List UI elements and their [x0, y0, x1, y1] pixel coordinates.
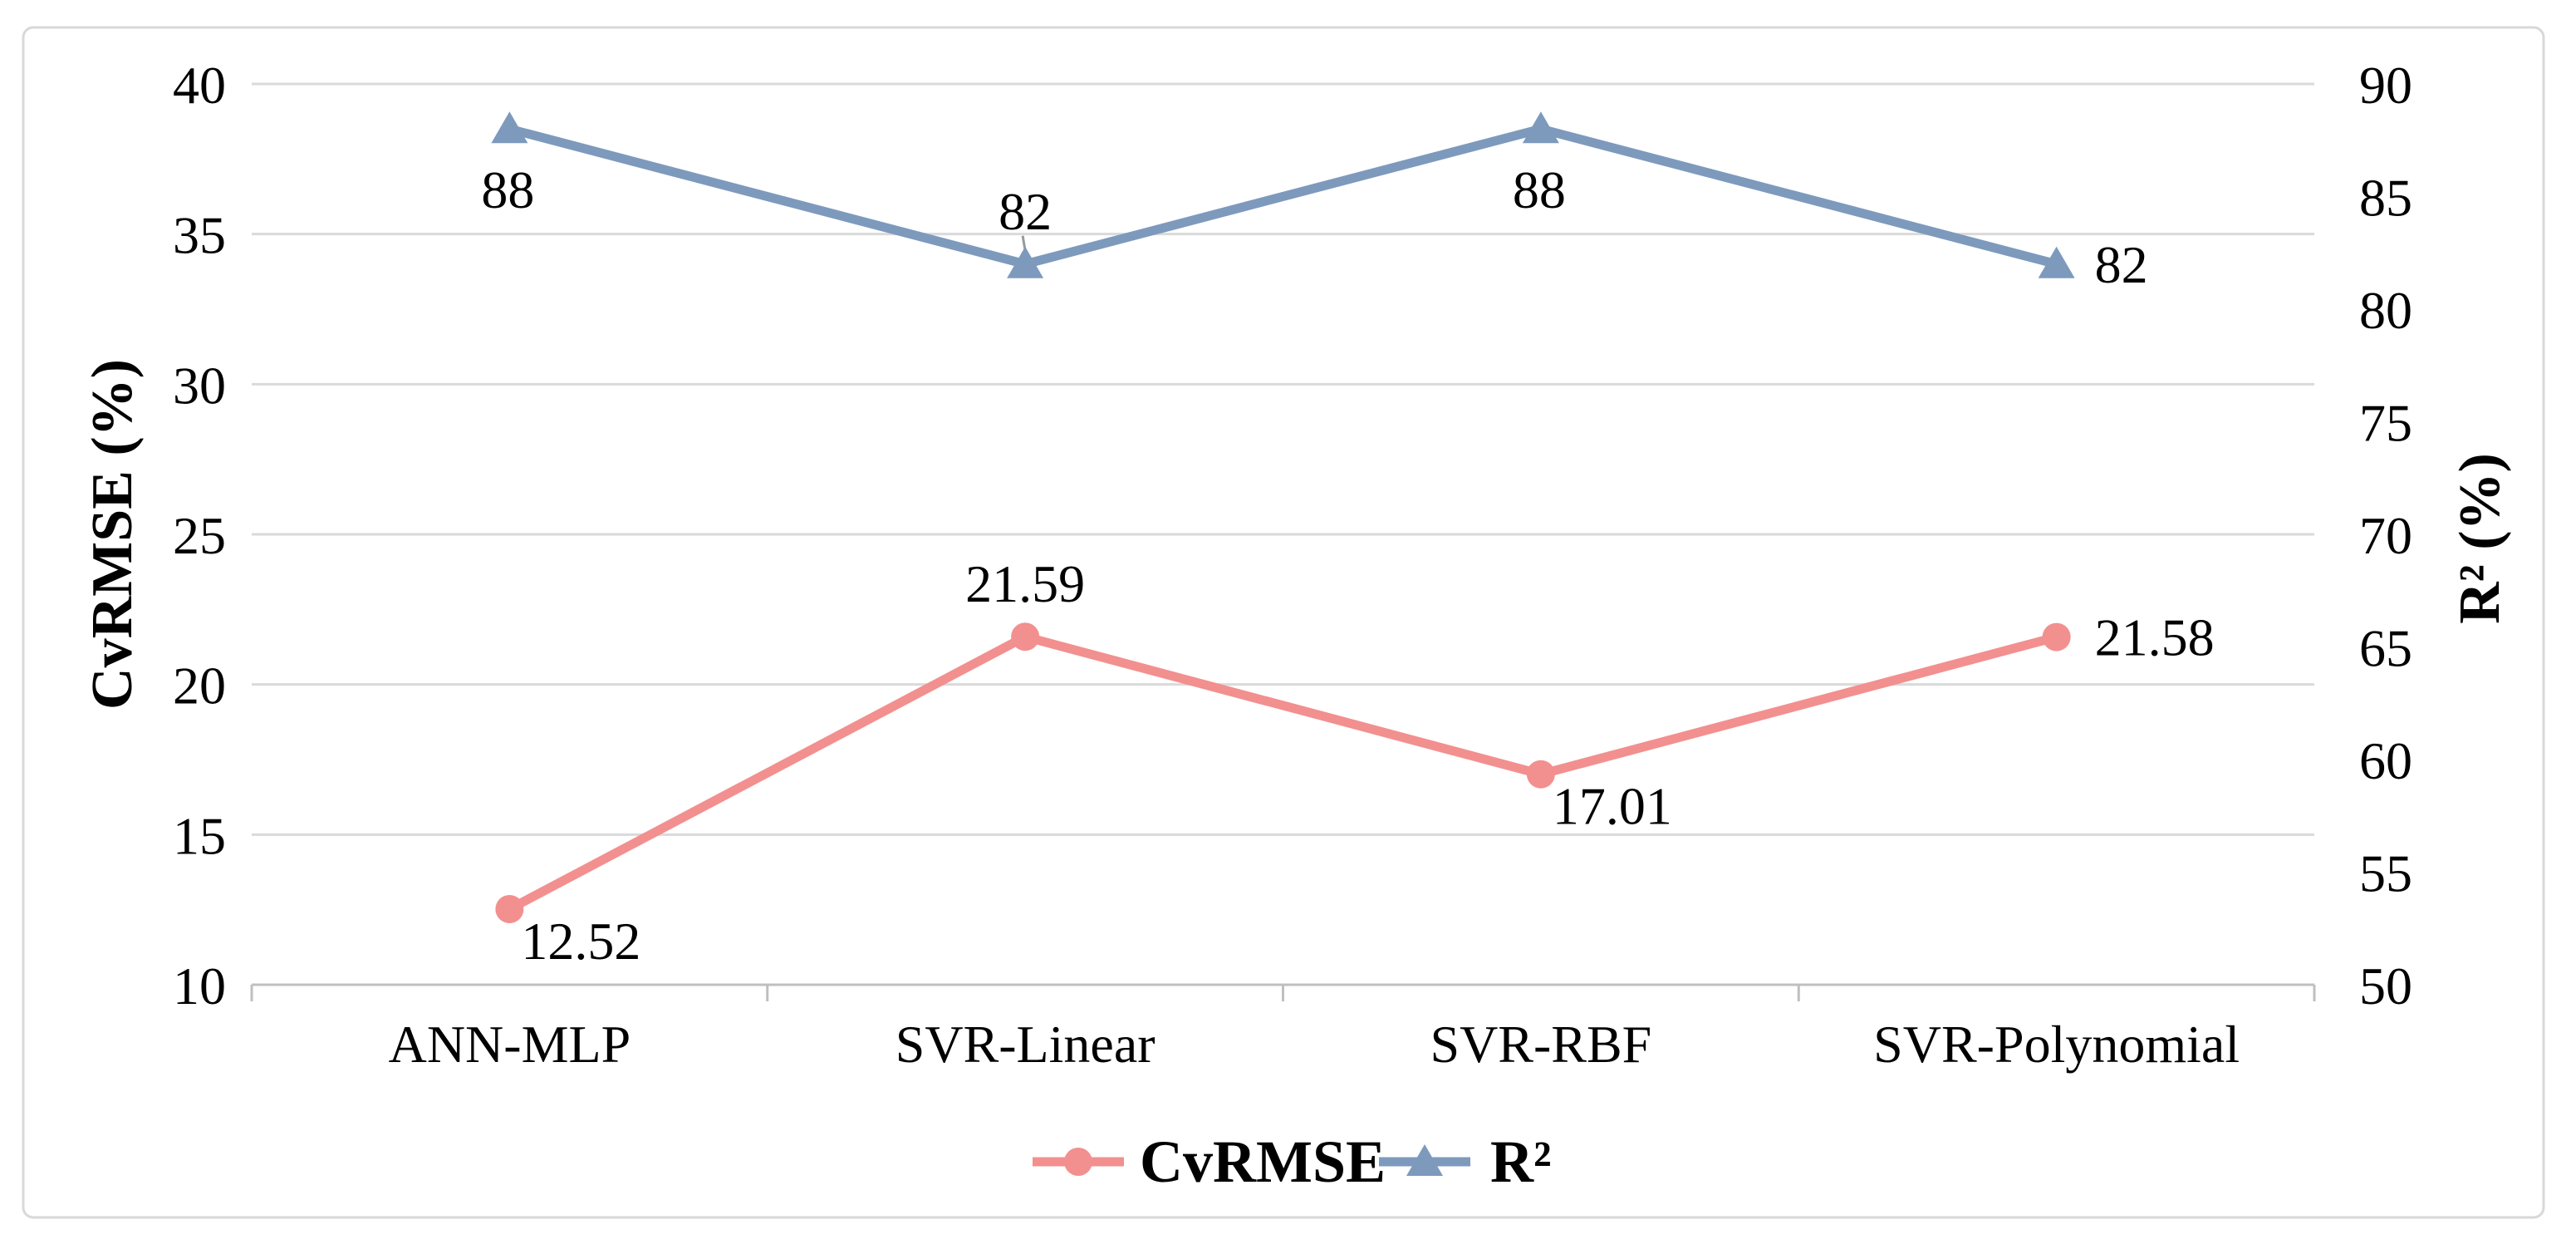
- right-axis-title: R² (%): [2448, 453, 2512, 624]
- legend-label-r2: R²: [1490, 1129, 1552, 1195]
- data-label: 17.01: [1553, 777, 1672, 836]
- left-axis-tick-label: 15: [173, 806, 226, 865]
- data-label: 82: [2095, 235, 2148, 294]
- triangle-marker: [491, 111, 528, 144]
- left-axis-tick-label: 20: [173, 656, 226, 715]
- left-axis-tick-label: 25: [173, 506, 226, 565]
- legend-triangle-marker-icon: [1406, 1144, 1443, 1176]
- right-axis-tick-label: 55: [2359, 844, 2412, 903]
- data-labels-layer: 12.52 21.59 17.01 21.58 88 82 88 82: [481, 160, 2214, 971]
- circle-marker: [495, 894, 524, 923]
- tick-labels-layer: 40 35 30 25 20 15 10 90 85 80 75 70 65 60 55 50: [173, 56, 2412, 1015]
- data-label: 21.59: [965, 554, 1085, 613]
- data-label: 82: [999, 182, 1052, 241]
- data-label: 21.58: [2095, 608, 2215, 667]
- series-line-r2: [504, 124, 2062, 269]
- series-layer: [491, 111, 2075, 923]
- triangle-marker: [1522, 111, 1559, 144]
- circle-marker: [2042, 622, 2071, 652]
- left-axis-tick-label: 35: [173, 206, 226, 265]
- left-axis-tick-label: 10: [173, 956, 226, 1015]
- right-axis-tick-label: 75: [2359, 394, 2412, 453]
- category-label: SVR-Polynomial: [1873, 1015, 2240, 1074]
- legend-circle-marker-icon: [1064, 1148, 1092, 1176]
- axis-titles-layer: CvRMSE (%) R² (%): [81, 359, 2512, 710]
- right-axis-tick-label: 90: [2359, 56, 2412, 115]
- series-line-cvrmse: [504, 632, 2062, 914]
- right-axis-tick-label: 80: [2359, 281, 2412, 340]
- data-label: 12.52: [521, 912, 640, 971]
- category-label: ANN-MLP: [389, 1015, 631, 1074]
- legend-layer: CvRMSE R²: [1033, 1129, 1552, 1195]
- circle-marker: [1011, 622, 1040, 652]
- data-label: 88: [481, 160, 534, 219]
- left-axis-tick-label: 40: [173, 56, 226, 115]
- triangle-marker: [2038, 246, 2075, 278]
- right-axis-tick-label: 50: [2359, 956, 2412, 1015]
- data-label: 88: [1513, 160, 1566, 219]
- left-axis-title: CvRMSE (%): [81, 359, 145, 710]
- triangle-marker: [1007, 246, 1044, 278]
- chart-frame-layer: [22, 26, 2545, 1219]
- chart-border: [22, 26, 2545, 1219]
- category-label: SVR-Linear: [895, 1015, 1156, 1074]
- left-axis-tick-label: 30: [173, 356, 226, 415]
- right-axis-tick-label: 65: [2359, 619, 2412, 678]
- legend-label-cvrmse: CvRMSE: [1140, 1129, 1386, 1195]
- circle-marker: [1526, 760, 1555, 789]
- category-label: SVR-RBF: [1430, 1015, 1651, 1074]
- axes-layer: [250, 983, 2316, 1001]
- right-axis-tick-label: 60: [2359, 731, 2412, 790]
- category-labels-layer: ANN-MLP SVR-Linear SVR-RBF SVR-Polynomial: [389, 1015, 2240, 1074]
- right-axis-tick-label: 70: [2359, 506, 2412, 565]
- right-axis-tick-label: 85: [2359, 169, 2412, 228]
